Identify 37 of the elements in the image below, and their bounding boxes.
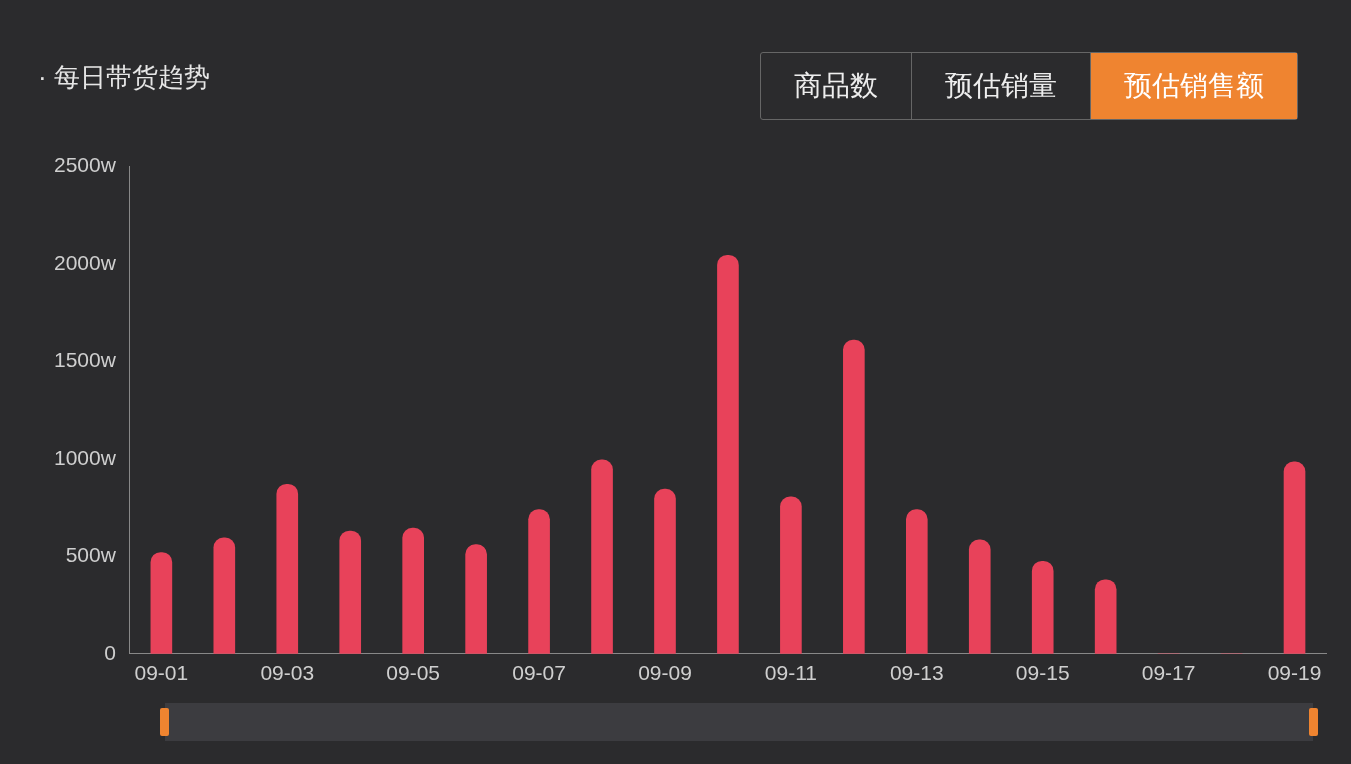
x-tick-label: 09-07	[512, 661, 566, 685]
y-tick-label: 1000w	[53, 445, 117, 469]
text: 商品数	[793, 69, 879, 103]
y-tick-label: 2000w	[53, 250, 117, 274]
bar	[213, 537, 236, 654]
bar	[150, 552, 173, 654]
text: 预估销售额	[1090, 53, 1297, 119]
bar	[465, 544, 487, 654]
bar	[654, 488, 676, 654]
text: 预估销量	[911, 53, 1090, 119]
y-tick-label: 1500w	[53, 348, 117, 372]
bar	[717, 254, 739, 654]
bar	[276, 483, 299, 654]
bar	[402, 527, 424, 654]
bar	[968, 539, 991, 654]
x-tick-label: 09-11	[764, 661, 817, 685]
bar	[339, 530, 362, 654]
y-tick-label: 500w	[65, 543, 117, 567]
bar	[591, 459, 613, 654]
y-tick-label: 2500w	[53, 153, 117, 177]
bar	[1031, 560, 1054, 654]
x-tick-label: 09-05	[386, 661, 441, 685]
bar	[843, 339, 865, 654]
bar	[780, 496, 802, 654]
x-tick-label: 09-01	[134, 661, 189, 685]
bar	[1094, 579, 1117, 654]
bar	[1283, 461, 1306, 654]
x-tick-label: 09-17	[1141, 661, 1196, 685]
bar	[528, 509, 550, 654]
y-tick-label: 0	[104, 640, 116, 664]
x-tick-label: 09-13	[889, 661, 944, 685]
bar	[905, 509, 928, 654]
x-tick-label: 09-09	[638, 661, 692, 685]
x-tick-label: 09-19	[1267, 661, 1322, 685]
chart-title: · 每日带货趋势	[38, 61, 210, 94]
x-tick-label: 09-15	[1015, 661, 1070, 685]
x-tick-label: 09-03	[260, 661, 315, 685]
